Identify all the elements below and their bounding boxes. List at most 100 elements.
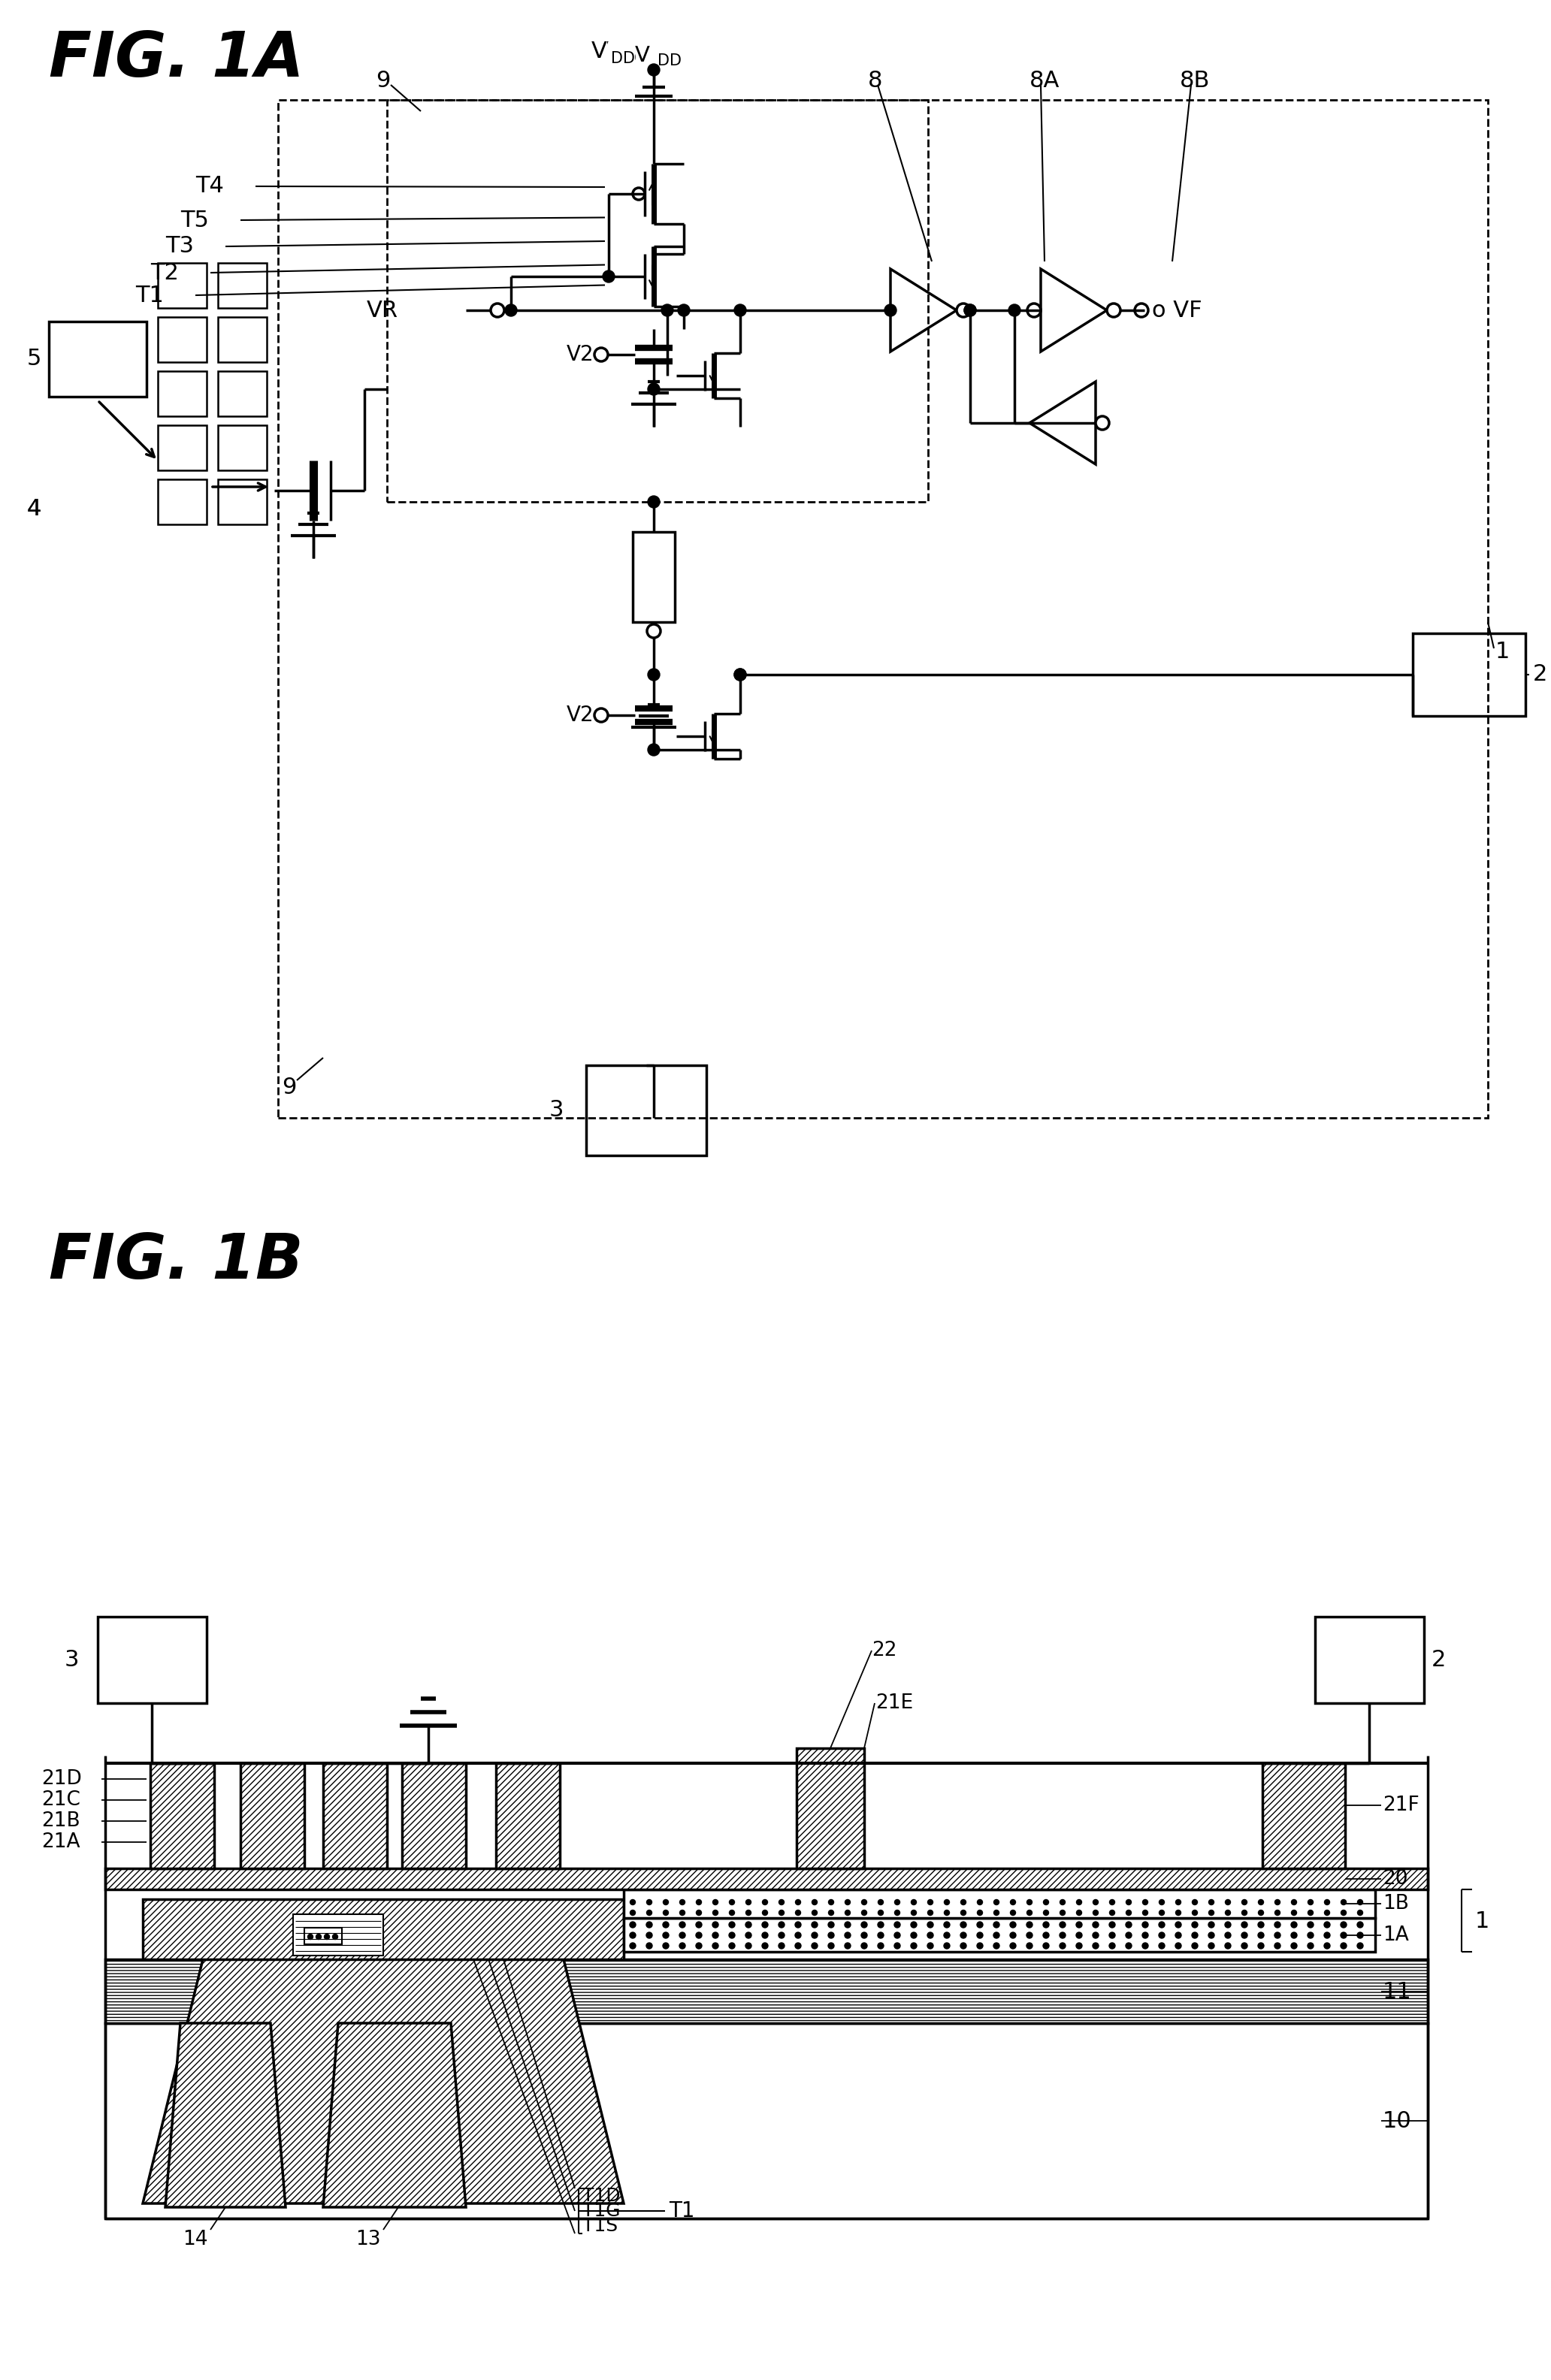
Circle shape <box>324 1935 329 1940</box>
Circle shape <box>960 1942 966 1949</box>
Circle shape <box>712 1921 718 1928</box>
Text: 1B: 1B <box>1382 1894 1408 1914</box>
Circle shape <box>1307 1942 1314 1949</box>
Text: 10: 10 <box>1382 2111 1411 2132</box>
Circle shape <box>648 64 659 76</box>
Circle shape <box>994 1899 999 1904</box>
Circle shape <box>490 305 504 317</box>
Circle shape <box>779 1911 785 1916</box>
Circle shape <box>965 305 976 317</box>
Circle shape <box>1093 1911 1098 1916</box>
Circle shape <box>845 1921 850 1928</box>
Circle shape <box>734 305 746 317</box>
Text: T1G: T1G <box>582 2202 620 2221</box>
Circle shape <box>828 1921 834 1928</box>
Circle shape <box>861 1942 867 1949</box>
Circle shape <box>746 1942 751 1949</box>
Circle shape <box>1357 1933 1363 1937</box>
Polygon shape <box>143 1959 624 2204</box>
Text: 21A: 21A <box>42 1833 81 1852</box>
Circle shape <box>1135 305 1148 317</box>
Text: VR: VR <box>366 300 399 321</box>
Circle shape <box>1109 1933 1115 1937</box>
Circle shape <box>1225 1899 1230 1904</box>
Text: V2: V2 <box>566 345 594 364</box>
Circle shape <box>1042 1942 1048 1949</box>
Bar <box>278 100 1487 1119</box>
Circle shape <box>1258 1921 1264 1928</box>
Circle shape <box>796 1911 800 1916</box>
Circle shape <box>910 1933 917 1937</box>
Circle shape <box>648 743 659 757</box>
Circle shape <box>647 624 661 638</box>
Text: V: V <box>634 45 650 67</box>
Text: T2: T2 <box>150 262 178 283</box>
Circle shape <box>1307 1933 1314 1937</box>
Circle shape <box>630 1911 636 1916</box>
Bar <box>624 1890 1376 1918</box>
Text: 14: 14 <box>183 2230 208 2249</box>
Circle shape <box>1241 1921 1247 1928</box>
Circle shape <box>734 669 746 681</box>
Circle shape <box>1027 1933 1033 1937</box>
Circle shape <box>1076 1942 1083 1949</box>
Circle shape <box>895 1942 900 1949</box>
Circle shape <box>779 1899 785 1904</box>
Circle shape <box>1340 1921 1346 1928</box>
Circle shape <box>1109 1899 1115 1904</box>
Bar <box>240 1764 304 1868</box>
Circle shape <box>712 1933 718 1937</box>
Circle shape <box>811 1933 817 1937</box>
Circle shape <box>729 1911 735 1916</box>
Bar <box>1413 633 1526 716</box>
Circle shape <box>763 1899 768 1904</box>
Circle shape <box>811 1911 817 1916</box>
Circle shape <box>779 1933 785 1937</box>
Circle shape <box>762 1933 768 1937</box>
Circle shape <box>713 1911 718 1916</box>
Circle shape <box>1325 1933 1331 1937</box>
Circle shape <box>1325 1899 1329 1904</box>
Text: 4: 4 <box>26 497 42 521</box>
Circle shape <box>1027 1921 1033 1928</box>
Circle shape <box>762 1921 768 1928</box>
Circle shape <box>811 1921 817 1928</box>
Circle shape <box>648 383 659 395</box>
Bar <box>98 1616 206 1704</box>
Circle shape <box>957 305 969 317</box>
Circle shape <box>1059 1921 1066 1928</box>
Circle shape <box>1191 1921 1197 1928</box>
Text: T5: T5 <box>180 209 209 231</box>
Text: T1S: T1S <box>582 2218 617 2235</box>
Circle shape <box>1342 1899 1346 1904</box>
Circle shape <box>746 1921 751 1928</box>
Circle shape <box>1258 1911 1264 1916</box>
Text: 8: 8 <box>869 71 883 93</box>
Text: 3: 3 <box>64 1649 79 1671</box>
Circle shape <box>1225 1933 1231 1937</box>
Text: 21B: 21B <box>42 1811 81 1830</box>
Circle shape <box>1208 1942 1214 1949</box>
Circle shape <box>910 1942 917 1949</box>
Circle shape <box>1241 1942 1247 1949</box>
Circle shape <box>1027 1911 1031 1916</box>
Circle shape <box>1225 1921 1231 1928</box>
Circle shape <box>1027 1942 1033 1949</box>
Bar <box>323 1764 388 1868</box>
Circle shape <box>729 1899 735 1904</box>
Circle shape <box>746 1911 751 1916</box>
Bar <box>158 426 206 471</box>
Circle shape <box>1275 1921 1281 1928</box>
Circle shape <box>1010 1933 1016 1937</box>
Circle shape <box>662 1942 668 1949</box>
Circle shape <box>1126 1921 1132 1928</box>
Circle shape <box>664 1899 668 1904</box>
Bar <box>219 317 267 362</box>
Circle shape <box>647 1911 651 1916</box>
Circle shape <box>994 1921 999 1928</box>
Text: FIG. 1A: FIG. 1A <box>48 29 304 90</box>
Text: T4: T4 <box>195 176 223 198</box>
Circle shape <box>1225 1942 1231 1949</box>
Circle shape <box>927 1899 934 1904</box>
Text: 8B: 8B <box>1180 71 1210 93</box>
